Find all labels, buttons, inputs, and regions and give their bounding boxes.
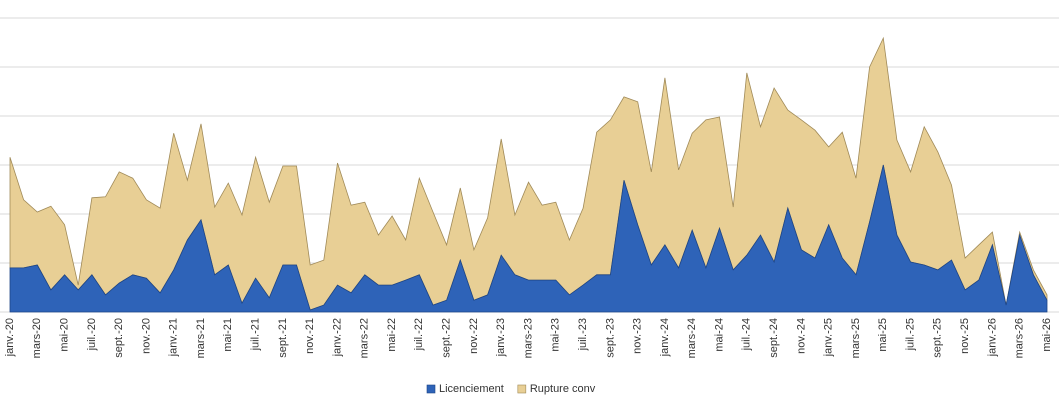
x-tick-label: mai-26 bbox=[1041, 318, 1053, 352]
x-tick-label: janv.-21 bbox=[168, 318, 180, 357]
x-tick-label: mai-21 bbox=[222, 318, 234, 352]
x-tick-label: mars-23 bbox=[522, 318, 534, 358]
x-tick-label: mai-23 bbox=[550, 318, 562, 352]
x-tick-label: sept.-20 bbox=[113, 318, 125, 358]
x-tick-label: juil.-23 bbox=[577, 318, 589, 351]
x-tick-label: nov.-24 bbox=[795, 318, 807, 354]
x-tick-label: sept.-21 bbox=[277, 318, 289, 358]
legend-label: Rupture conv bbox=[530, 383, 596, 395]
area-licenciement bbox=[9, 164, 1048, 313]
x-tick-label: juil.-25 bbox=[904, 318, 916, 351]
x-tick-label: janv.-25 bbox=[823, 318, 835, 357]
x-tick-label: juil.-20 bbox=[86, 318, 98, 351]
x-tick-label: mars-26 bbox=[1014, 318, 1026, 358]
x-tick-label: mai-24 bbox=[713, 318, 725, 352]
x-tick-label: sept.-25 bbox=[932, 318, 944, 358]
x-tick-label: mars-22 bbox=[359, 318, 371, 358]
x-tick-label: sept.-23 bbox=[604, 318, 616, 358]
x-tick-label: juil.-22 bbox=[413, 318, 425, 351]
x-tick-label: mars-20 bbox=[31, 318, 43, 358]
x-tick-label: mars-21 bbox=[195, 318, 207, 358]
x-tick-label: sept.-24 bbox=[768, 318, 780, 358]
x-tick-label: mars-25 bbox=[850, 318, 862, 358]
x-tick-label: janv.-22 bbox=[331, 318, 343, 357]
x-tick-label: janv.-26 bbox=[986, 318, 998, 357]
x-tick-label: juil.-21 bbox=[250, 318, 262, 351]
x-tick-label: mars-24 bbox=[686, 318, 698, 358]
x-tick-label: mai-20 bbox=[58, 318, 70, 352]
x-tick-label: janv.-20 bbox=[4, 318, 16, 357]
legend-swatch bbox=[426, 384, 436, 394]
legend-swatch bbox=[517, 384, 527, 394]
legend-label: Licenciement bbox=[439, 383, 504, 395]
x-tick-label: janv.-24 bbox=[659, 318, 671, 357]
x-tick-label: nov.-21 bbox=[304, 318, 316, 354]
x-tick-label: nov.-25 bbox=[959, 318, 971, 354]
x-tick-label: nov.-23 bbox=[632, 318, 644, 354]
x-tick-label: mai-25 bbox=[877, 318, 889, 352]
x-tick-label: mai-22 bbox=[386, 318, 398, 352]
x-tick-label: nov.-20 bbox=[140, 318, 152, 354]
x-tick-label: juil.-24 bbox=[741, 318, 753, 351]
x-tick-label: sept.-22 bbox=[441, 318, 453, 358]
x-tick-label: nov.-22 bbox=[468, 318, 480, 354]
x-tick-label: janv.-23 bbox=[495, 318, 507, 357]
